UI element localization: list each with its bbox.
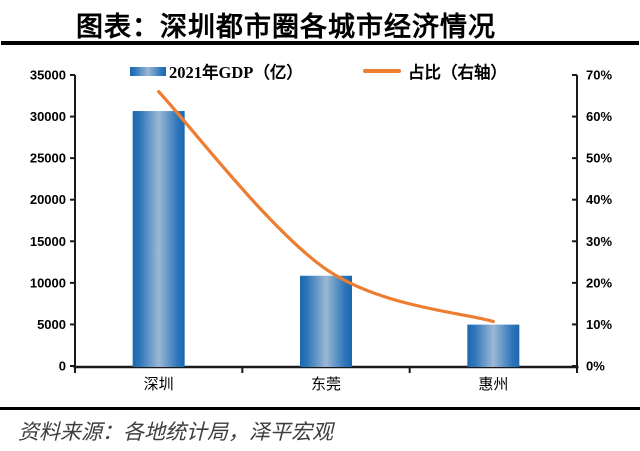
title-divider	[1, 41, 639, 45]
chart-legend: 2021年GDP（亿） 占比（右轴）	[0, 60, 640, 84]
chart-title: 图表：深圳都市圈各城市经济情况	[76, 12, 496, 42]
right-axis-tick: 20%	[586, 275, 612, 290]
left-axis-tick: 25000	[30, 151, 66, 166]
source-divider	[0, 407, 640, 410]
share-line-swatch	[363, 69, 401, 73]
share-line	[157, 90, 495, 324]
right-axis-tick: 50%	[586, 151, 612, 166]
category-label: 东莞	[311, 376, 341, 393]
gdp-bar	[300, 275, 352, 367]
left-axis-tick: 20000	[30, 192, 66, 207]
left-axis-tick: 35000	[30, 68, 66, 83]
gdp-bar	[132, 111, 185, 368]
right-axis-tick: 70%	[586, 68, 612, 83]
gdp-bar	[467, 324, 520, 367]
legend-item-share: 占比（右轴）	[363, 60, 507, 82]
left-axis-tick: 0	[59, 359, 66, 374]
right-axis-tick: 30%	[586, 234, 612, 249]
left-axis-tick: 10000	[30, 275, 66, 290]
source-note: 资料来源：各地统计局，泽平宏观	[18, 420, 333, 444]
left-axis-tick: 30000	[30, 109, 66, 124]
right-axis-tick: 40%	[586, 192, 612, 207]
gdp-bar-swatch	[130, 66, 166, 76]
gdp-share-combo-chart: 0 5000 10000 15000 20000 25000 30000 35000 0% 10%…	[30, 68, 613, 394]
left-axis-tick: 5000	[37, 317, 66, 332]
right-axis-tick: 0%	[586, 359, 605, 374]
category-label: 惠州	[478, 376, 508, 393]
legend-item-gdp: 2021年GDP（亿）	[130, 60, 303, 82]
gdp-legend-label: 2021年GDP（亿）	[169, 63, 303, 82]
right-axis-tick: 60%	[586, 109, 612, 124]
right-axis-tick: 10%	[586, 317, 612, 332]
left-axis-tick: 15000	[30, 234, 66, 249]
share-legend-label: 占比（右轴）	[408, 63, 507, 82]
category-label: 深圳	[144, 376, 174, 393]
